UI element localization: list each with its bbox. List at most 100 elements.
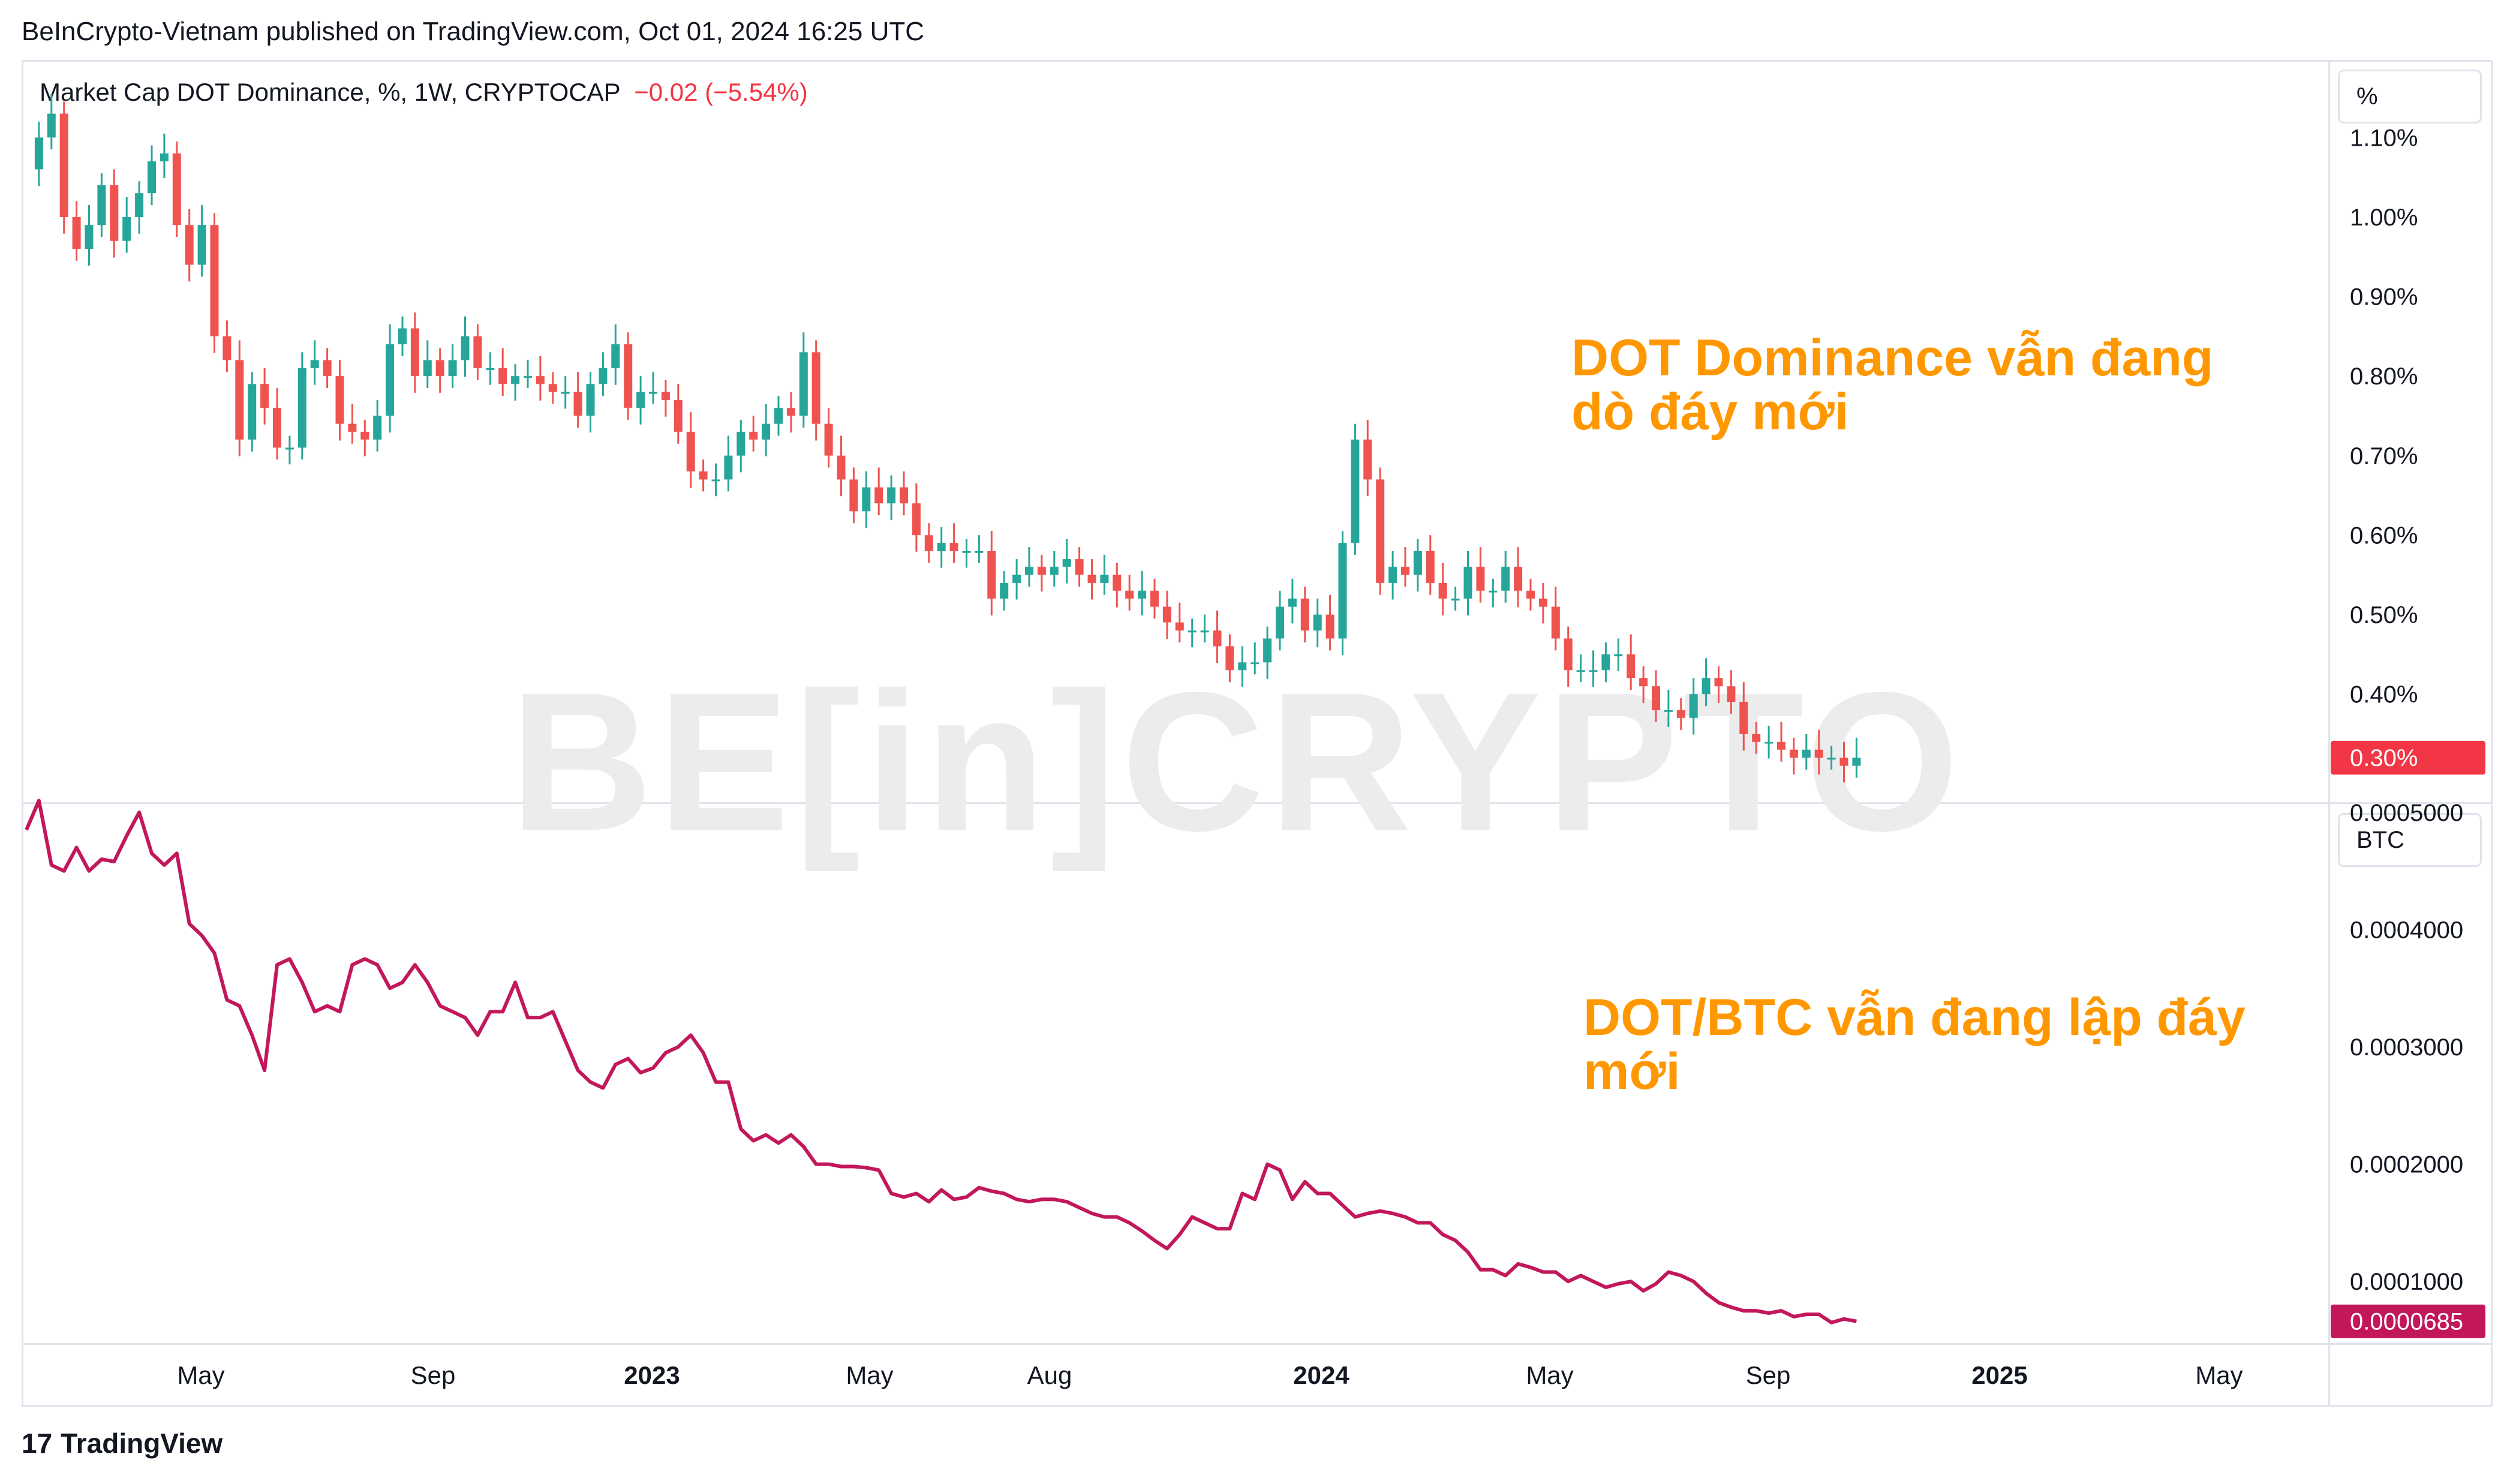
candle-body xyxy=(874,487,883,504)
dominance-tick-label: 0.40% xyxy=(2350,682,2418,708)
candle-body xyxy=(824,423,833,456)
dotbtc-tick-label: 0.0001000 xyxy=(2350,1269,2463,1295)
candle-body xyxy=(837,455,846,480)
candle-body xyxy=(148,161,156,194)
candle-body xyxy=(1251,662,1259,664)
candles-layer xyxy=(34,94,1861,782)
candle-body xyxy=(1276,606,1284,639)
candle-body xyxy=(724,455,733,480)
candle-body xyxy=(335,376,344,424)
candle-body xyxy=(1827,757,1836,760)
candle-body xyxy=(423,360,432,377)
price-scale-unit-top[interactable]: % xyxy=(2338,70,2482,124)
candle-body xyxy=(1576,670,1585,672)
time-axis-separator xyxy=(22,1343,2493,1345)
time-axis-tick-label: May xyxy=(2195,1361,2243,1389)
candle-body xyxy=(360,432,369,440)
candle-body xyxy=(285,447,294,450)
candle-body xyxy=(1489,591,1498,593)
candle-body xyxy=(1325,615,1334,639)
candle-body xyxy=(1564,638,1573,670)
candle-body xyxy=(1313,615,1322,631)
candle-body xyxy=(887,487,896,504)
candle-body xyxy=(1388,567,1397,583)
price-scale-unit-bottom[interactable]: BTC xyxy=(2338,813,2482,867)
candle-body xyxy=(1689,694,1698,718)
candle-body xyxy=(649,392,657,394)
chart-legend[interactable]: Market Cap DOT Dominance, %, 1W, CRYPTOC… xyxy=(40,78,808,107)
dominance-last-value-badge xyxy=(2331,741,2485,775)
candle-body xyxy=(160,153,169,162)
candle-body xyxy=(699,471,708,480)
candle-body xyxy=(1639,678,1648,687)
price-scale-top: 1.10% 1.00% 0.90% 0.80% 0.70% 0.60% 0.50% 0.40%… xyxy=(2331,125,2485,775)
chart-frame xyxy=(22,60,2493,1407)
time-axis-tick-label: May xyxy=(1526,1361,1573,1389)
candle-body xyxy=(97,185,106,225)
candle-body xyxy=(185,225,194,265)
candle-body xyxy=(1263,638,1272,663)
candle-body xyxy=(1050,567,1059,575)
time-axis-tick-label: Aug xyxy=(1027,1361,1072,1389)
candle-body xyxy=(1288,598,1297,607)
candle-body xyxy=(1739,702,1748,734)
dominance-tick-label: 1.10% xyxy=(2350,125,2418,151)
candle-body xyxy=(1777,742,1785,750)
candle-body xyxy=(1376,479,1385,583)
candle-body xyxy=(235,360,244,440)
candle-body xyxy=(1037,567,1046,575)
dominance-tick-label: 0.50% xyxy=(2350,602,2418,628)
candle-body xyxy=(1087,574,1096,583)
candle-body xyxy=(1627,654,1636,679)
tradingview-logo[interactable]: 17 TradingView xyxy=(22,1427,223,1459)
candle-body xyxy=(1438,582,1447,599)
candle-body xyxy=(386,344,395,416)
candle-body xyxy=(1125,591,1134,599)
candle-body xyxy=(1138,591,1147,599)
candle-body xyxy=(85,225,94,249)
time-axis-tick-label: Sep xyxy=(411,1361,456,1389)
candle-body xyxy=(1839,757,1848,766)
dotbtc-last-value-badge xyxy=(2331,1304,2485,1338)
dominance-tick-label: 0.60% xyxy=(2350,522,2418,549)
candle-body xyxy=(674,399,683,432)
candle-body xyxy=(1514,567,1523,591)
candle-body xyxy=(223,336,232,360)
candle-body xyxy=(975,550,984,553)
publisher-line: BeInCrypto-Vietnam published on TradingV… xyxy=(22,17,925,46)
candle-body xyxy=(1814,749,1823,758)
candle-body xyxy=(711,479,720,481)
candle-body xyxy=(1188,630,1197,633)
candle-body xyxy=(273,408,281,448)
candle-body xyxy=(1526,591,1535,599)
candle-body xyxy=(210,225,219,336)
dominance-tick-label: 0.90% xyxy=(2350,284,2418,311)
candle-body xyxy=(1401,567,1409,575)
candle-body xyxy=(611,344,620,368)
candle-body xyxy=(987,550,996,599)
candle-body xyxy=(1150,591,1159,607)
candle-body xyxy=(536,376,545,384)
dominance-annotation: DOT Dominance vẫn đang dò đáy mới xyxy=(1571,329,2214,441)
candle-body xyxy=(1100,574,1109,583)
candle-body xyxy=(1300,598,1309,631)
watermark: BE[in]CRYPTO xyxy=(510,651,1964,872)
candle-body xyxy=(1000,582,1009,599)
candle-body xyxy=(1601,654,1610,670)
candle-body xyxy=(260,384,269,408)
candle-body xyxy=(1789,749,1798,758)
dotbtc-tick-label: 0.0002000 xyxy=(2350,1152,2463,1178)
candle-body xyxy=(248,384,257,440)
time-axis-tick-label: 2024 xyxy=(1293,1361,1349,1389)
pane-separator[interactable] xyxy=(22,802,2493,804)
candle-body xyxy=(1238,662,1247,670)
candle-body xyxy=(686,432,695,472)
candle-body xyxy=(573,392,582,416)
candle-body xyxy=(1175,622,1184,631)
candle-body xyxy=(1413,550,1422,575)
price-scale-bottom: 0.0005000 0.0004000 0.0003000 0.0002000 0.00… xyxy=(2331,800,2485,1338)
candle-body xyxy=(737,432,746,456)
tradingview-logo-text: TradingView xyxy=(61,1428,223,1459)
candle-body xyxy=(548,384,557,392)
